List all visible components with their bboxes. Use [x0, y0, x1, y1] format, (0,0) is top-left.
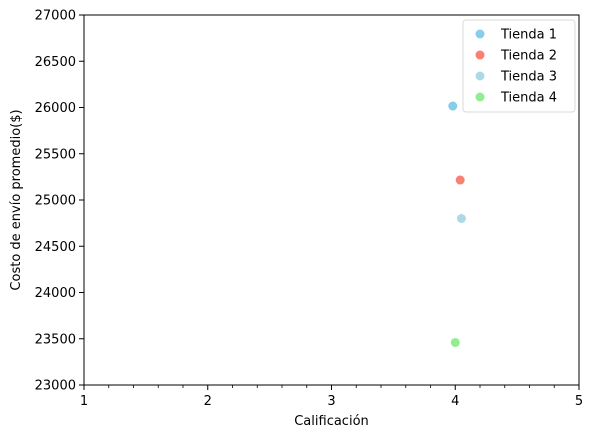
x-tick-label: 4: [451, 394, 459, 409]
y-tick-label: 26000: [35, 101, 76, 116]
legend-label: Tienda 3: [500, 70, 557, 85]
x-tick-label: 5: [575, 394, 583, 409]
x-tick-label: 3: [327, 394, 335, 409]
x-tick-label: 2: [204, 394, 212, 409]
y-tick-label: 23000: [35, 379, 76, 394]
chart-marks: [448, 101, 466, 347]
legend-marker: [475, 92, 485, 102]
legend: Tienda 1 Tienda 2 Tienda 3 Tienda 4: [462, 19, 576, 113]
y-tick-label: 24500: [35, 240, 76, 255]
data-point-tienda-2: [455, 175, 465, 185]
y-tick-label: 27000: [35, 9, 76, 24]
legend-box: [462, 19, 576, 113]
legend-marker: [475, 29, 485, 39]
y-axis-label: Costo de envío promedio($): [9, 109, 24, 290]
y-tick-label: 24000: [35, 286, 76, 301]
data-point-tienda-3: [456, 214, 466, 223]
x-tick-label: 1: [80, 394, 88, 409]
legend-marker: [475, 71, 485, 81]
legend-label: Tienda 2: [500, 49, 557, 64]
legend-marker: [475, 50, 485, 60]
data-point-tienda-4: [450, 337, 460, 347]
chart-axes: 1 2 3 4 5 23000 23500 24000 24500 25000 25500 26000…: [35, 9, 584, 410]
x-axis-label: Calificación: [294, 414, 369, 429]
data-point-tienda-1: [448, 101, 458, 111]
legend-label: Tienda 1: [500, 28, 557, 43]
legend-label: Tienda 4: [500, 91, 557, 106]
y-tick-label: 25500: [35, 147, 76, 162]
y-tick-label: 23500: [35, 332, 76, 347]
y-tick-label: 25000: [35, 194, 76, 209]
y-tick-label: 26500: [35, 55, 76, 70]
